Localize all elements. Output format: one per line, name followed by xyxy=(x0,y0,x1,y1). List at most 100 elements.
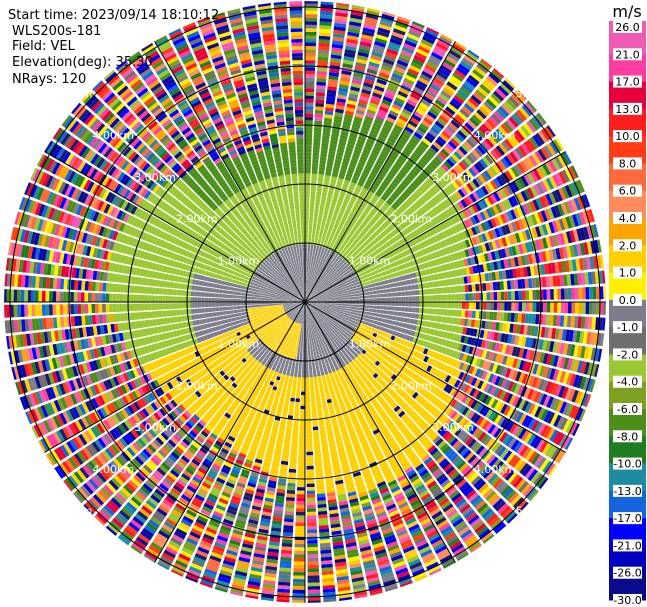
velocity-gate xyxy=(351,306,356,310)
velocity-gate xyxy=(330,263,335,268)
velocity-gate xyxy=(440,90,452,100)
velocity-gate xyxy=(450,168,459,178)
velocity-gate xyxy=(409,254,415,260)
velocity-gate xyxy=(440,201,448,210)
velocity-gate xyxy=(481,80,494,92)
velocity-gate xyxy=(548,192,557,205)
velocity-gate xyxy=(365,224,372,230)
velocity-gate xyxy=(452,72,464,82)
velocity-gate xyxy=(317,375,322,380)
velocity-gate xyxy=(358,295,363,299)
velocity-gate xyxy=(308,296,312,299)
velocity-gate xyxy=(364,20,377,27)
velocity-gate xyxy=(351,265,357,271)
velocity-gate xyxy=(438,241,445,249)
velocity-gate xyxy=(400,251,406,258)
velocity-gate xyxy=(342,183,349,189)
velocity-gate xyxy=(311,294,315,297)
velocity-gate xyxy=(393,272,399,278)
velocity-gate xyxy=(348,294,352,298)
velocity-gate xyxy=(396,316,401,322)
velocity-gate xyxy=(342,124,351,130)
velocity-gate xyxy=(318,257,322,262)
velocity-gate xyxy=(382,179,390,186)
velocity-gate xyxy=(388,216,395,223)
velocity-gate xyxy=(494,227,501,238)
velocity-gate xyxy=(349,286,354,290)
velocity-gate xyxy=(345,207,352,213)
velocity-gate xyxy=(460,199,468,208)
velocity-gate xyxy=(475,283,480,292)
velocity-gate xyxy=(405,174,414,182)
velocity-gate xyxy=(379,216,386,223)
velocity-gate xyxy=(547,207,555,220)
velocity-gate xyxy=(443,145,453,155)
velocity-gate xyxy=(333,291,337,295)
velocity-gate xyxy=(416,48,429,57)
velocity-gate xyxy=(378,285,383,290)
velocity-gate xyxy=(492,311,498,321)
velocity-gate xyxy=(373,145,382,152)
velocity-gate xyxy=(307,251,310,256)
velocity-gate xyxy=(355,109,365,116)
velocity-gate xyxy=(419,249,425,257)
velocity-gate xyxy=(332,33,345,39)
velocity-gate xyxy=(348,93,359,99)
velocity-gate xyxy=(347,308,352,312)
velocity-gate xyxy=(557,288,562,300)
velocity-gate xyxy=(538,251,544,263)
velocity-gate xyxy=(372,274,377,280)
velocity-gate xyxy=(427,261,433,268)
velocity-gate xyxy=(337,145,346,151)
velocity-gate xyxy=(321,145,329,151)
velocity-gate xyxy=(364,181,372,187)
velocity-gate xyxy=(334,278,339,282)
velocity-gate xyxy=(310,391,315,396)
velocity-gate xyxy=(491,113,502,125)
velocity-gate xyxy=(314,116,323,122)
velocity-gate xyxy=(305,293,307,298)
velocity-gate xyxy=(319,269,323,274)
velocity-gate xyxy=(438,67,451,77)
velocity-gate xyxy=(378,132,388,140)
velocity-gate xyxy=(306,261,309,266)
velocity-gate xyxy=(359,95,370,102)
velocity-gate xyxy=(310,244,314,249)
velocity-gate xyxy=(308,295,311,299)
velocity-gate xyxy=(353,223,360,229)
velocity-gate xyxy=(445,106,456,116)
velocity-gate xyxy=(314,447,321,452)
velocity-gate xyxy=(382,314,387,319)
velocity-gate xyxy=(371,168,379,175)
velocity-gate xyxy=(511,291,516,301)
velocity-gate xyxy=(433,302,438,308)
velocity-gate xyxy=(374,203,381,210)
velocity-gate xyxy=(545,177,555,190)
velocity-gate xyxy=(335,280,340,284)
velocity-gate xyxy=(447,302,452,309)
velocity-gate xyxy=(361,211,368,218)
velocity-gate xyxy=(447,227,455,236)
velocity-gate xyxy=(314,212,319,217)
velocity-gate xyxy=(531,313,536,325)
velocity-gate xyxy=(485,311,491,320)
velocity-gate xyxy=(353,275,358,280)
velocity-gate xyxy=(320,302,324,304)
velocity-gate xyxy=(319,353,323,358)
velocity-gate xyxy=(407,241,413,248)
velocity-gate xyxy=(447,170,457,180)
velocity-gate xyxy=(380,302,385,306)
velocity-gate xyxy=(317,408,323,413)
velocity-gate xyxy=(308,355,312,360)
velocity-gate xyxy=(426,295,431,301)
velocity-gate xyxy=(497,159,507,171)
velocity-gate xyxy=(480,172,489,183)
velocity-gate xyxy=(550,302,554,313)
velocity-gate xyxy=(360,37,373,44)
velocity-gate xyxy=(319,265,323,270)
velocity-gate xyxy=(546,302,551,313)
velocity-gate xyxy=(456,66,468,77)
velocity-gate xyxy=(325,291,330,294)
velocity-gate xyxy=(526,120,537,133)
velocity-gate xyxy=(351,79,362,85)
